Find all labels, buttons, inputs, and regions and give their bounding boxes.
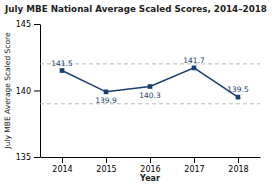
reference-line: [40, 63, 260, 64]
y-tick-mark: [34, 24, 40, 25]
x-tick-mark: [106, 157, 107, 163]
marker: [236, 95, 241, 100]
marker: [60, 68, 65, 73]
y-tick-label: 140: [16, 87, 31, 96]
data-labels: 141.5 139.9 140.3 141.7 139.5: [51, 56, 249, 105]
reference-line: [40, 103, 260, 104]
data-label: 140.3: [139, 91, 161, 100]
x-tick: 2014: [52, 157, 72, 174]
chart-svg: July MBE National Average Scaled Scores,…: [0, 0, 272, 185]
y-axis-line: [40, 25, 41, 158]
plot-area: [40, 64, 260, 104]
data-label: 139.9: [95, 96, 117, 105]
x-tick: 2016: [140, 157, 160, 174]
y-tick: 135: [16, 153, 40, 162]
chart-container: July MBE National Average Scaled Scores,…: [0, 0, 272, 185]
marker: [148, 84, 153, 89]
y-tick-label: 145: [16, 20, 31, 29]
y-tick: 145: [16, 20, 40, 29]
y-tick-mark: [34, 91, 40, 92]
data-label: 141.5: [51, 59, 73, 68]
y-tick: 140: [16, 87, 40, 96]
data-label: 141.7: [183, 56, 205, 65]
x-tick-mark: [194, 157, 195, 163]
y-tick-label: 135: [16, 153, 31, 162]
y-tick-mark: [34, 157, 40, 158]
x-tick-label: 2016: [140, 165, 160, 174]
x-tick: 2017: [184, 157, 204, 174]
x-tick-label: 2015: [96, 165, 116, 174]
x-tick: 2018: [228, 157, 248, 174]
title: July MBE National Average Scaled Scores,…: [4, 4, 267, 14]
marker: [192, 66, 197, 71]
x-tick-label: 2014: [52, 165, 72, 174]
x-tick: 2015: [96, 157, 116, 174]
x-tick-mark: [238, 157, 239, 163]
y-axis-title: July MBE Average Scaled Score: [3, 32, 12, 150]
x-axis-title: Year: [139, 174, 160, 183]
x-tick-label: 2017: [184, 165, 204, 174]
data-label: 139.5: [227, 85, 249, 94]
x-tick-mark: [62, 157, 63, 163]
x-tick-mark: [150, 157, 151, 163]
x-axis: 2014 2015 2016 2017 2018: [41, 157, 261, 174]
y-axis: 135 140 145: [16, 20, 41, 162]
marker: [104, 89, 109, 94]
x-tick-label: 2018: [228, 165, 248, 174]
